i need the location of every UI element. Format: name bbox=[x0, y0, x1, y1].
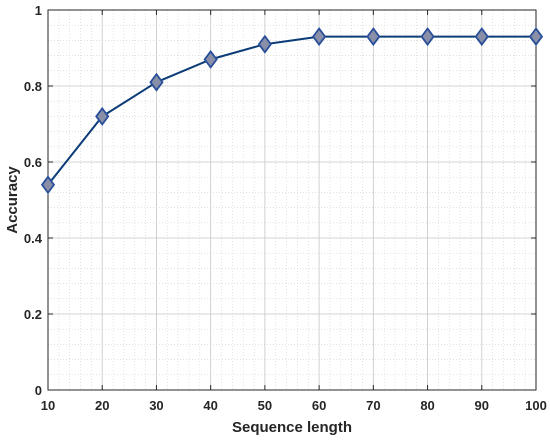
y-tick-label: 0.4 bbox=[24, 231, 43, 246]
series-group bbox=[40, 27, 544, 195]
data-point-marker bbox=[40, 175, 56, 195]
x-tick-label: 80 bbox=[420, 398, 434, 413]
data-point-marker bbox=[366, 27, 381, 47]
y-tick-labels: 0 0.2 0.4 0.6 0.8 1 bbox=[24, 3, 43, 398]
data-point-marker bbox=[311, 27, 327, 47]
y-tick-label: 0.6 bbox=[24, 155, 42, 170]
x-tick-label: 10 bbox=[41, 398, 55, 413]
x-tick-label: 30 bbox=[149, 398, 163, 413]
y-tick-label: 0.2 bbox=[24, 307, 42, 322]
x-tick-label: 40 bbox=[203, 398, 217, 413]
x-tick-labels: 10 20 30 40 50 60 70 80 90 100 bbox=[41, 398, 547, 413]
x-tick-label: 50 bbox=[258, 398, 272, 413]
data-point-marker bbox=[257, 34, 273, 54]
x-tick-label: 60 bbox=[312, 398, 326, 413]
series-line bbox=[47, 35, 536, 186]
y-tick-label: 1 bbox=[35, 3, 42, 18]
y-tick-label: 0 bbox=[35, 383, 42, 398]
x-tick-label: 70 bbox=[366, 398, 380, 413]
data-point-marker bbox=[420, 27, 435, 47]
x-axis-label: Sequence length bbox=[232, 419, 352, 436]
data-point-marker bbox=[149, 72, 164, 92]
plot-background bbox=[48, 10, 536, 390]
data-point-marker bbox=[474, 27, 489, 47]
x-tick-label: 20 bbox=[95, 398, 109, 413]
data-point-marker bbox=[95, 106, 110, 126]
x-tick-label: 100 bbox=[525, 398, 547, 413]
x-tick-label: 90 bbox=[475, 398, 489, 413]
plot-frame bbox=[47, 9, 537, 391]
y-tick-label: 0.8 bbox=[24, 79, 42, 94]
y-axis-label: Accuracy bbox=[4, 166, 21, 234]
data-point-marker bbox=[528, 27, 544, 47]
axis-ticks bbox=[47, 9, 537, 391]
data-point-marker bbox=[203, 49, 218, 69]
